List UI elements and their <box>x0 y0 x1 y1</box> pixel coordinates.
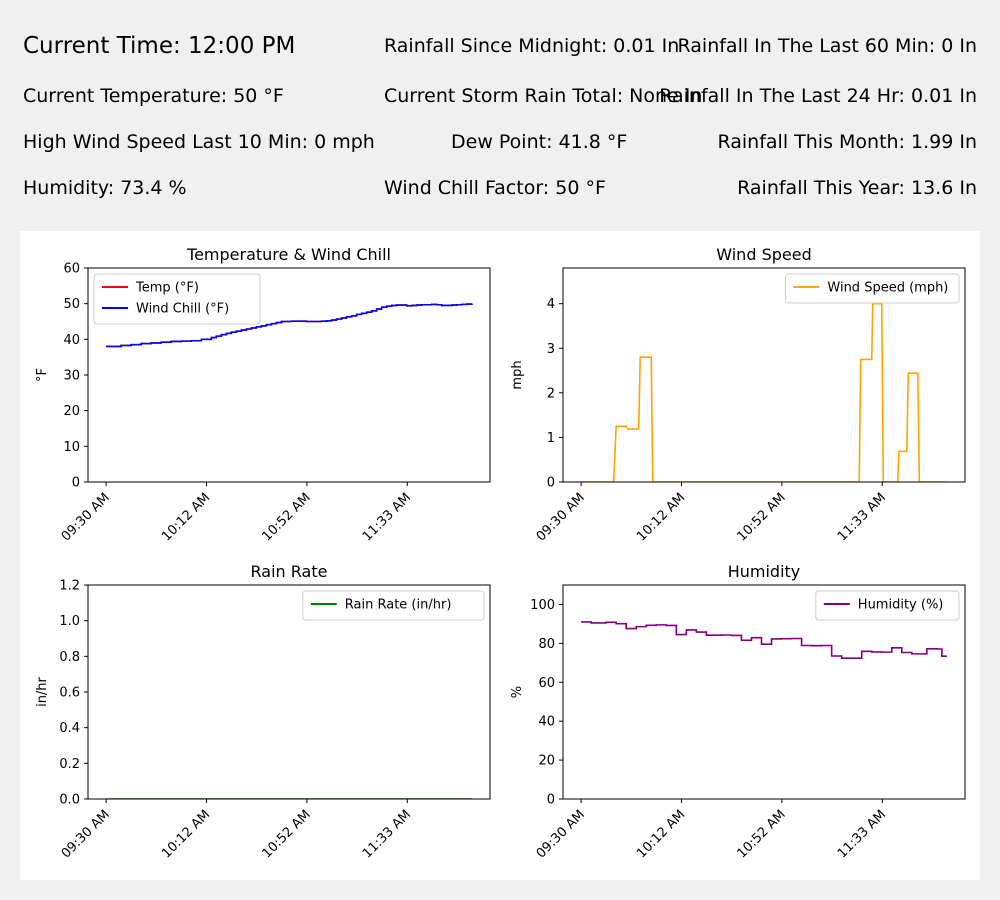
series-line-temp-1 <box>106 303 473 348</box>
axes-frame <box>562 267 966 483</box>
y-tick-label: 60 <box>538 676 555 691</box>
legend: Temp (°F) Wind Chill (°F) <box>93 273 261 325</box>
x-tick-label: 09:30 AM <box>59 490 113 544</box>
legend: Humidity (%) <box>815 590 960 621</box>
y-tick-label: 1.2 <box>59 579 80 594</box>
rainfall-last-24-hr: Rainfall In The Last 24 Hr: 0.01 In <box>659 85 977 107</box>
chart-humidity: Humidity 0 20 40 60 80 100 09:30 AM 10:12 AM 10:5… <box>510 562 966 861</box>
x-tick-label: 10:12 AM <box>159 807 213 861</box>
y-tick-label: 0.6 <box>59 686 80 701</box>
x-tick-label: 11:33 AM <box>360 807 414 861</box>
y-tick-label: 40 <box>538 715 555 730</box>
x-tick-label: 10:12 AM <box>634 490 688 544</box>
y-tick-label: 30 <box>63 369 80 384</box>
rainfall-this-year: Rainfall This Year: 13.6 In <box>737 177 977 199</box>
humidity-reading: Humidity: 73.4 % <box>23 177 187 199</box>
x-tick-label: 09:30 AM <box>59 807 113 861</box>
y-tick-label: 4 <box>547 297 555 312</box>
legend-label: Wind Speed (mph) <box>827 281 948 296</box>
dew-point: Dew Point: 41.8 °F <box>451 131 628 153</box>
y-tick-label: 20 <box>63 404 80 419</box>
legend-box <box>93 273 261 325</box>
x-tick-label: 10:52 AM <box>259 807 313 861</box>
y-axis-label: mph <box>510 360 525 389</box>
legend-box <box>815 590 960 621</box>
legend-box <box>302 590 485 621</box>
x-tick-label: 09:30 AM <box>534 807 588 861</box>
y-tick-label: 80 <box>538 637 555 652</box>
chart-title: Wind Speed <box>716 245 811 264</box>
y-tick-label: 0.8 <box>59 650 80 665</box>
series-line-humidity-0 <box>581 621 947 659</box>
rainfall-this-month: Rainfall This Month: 1.99 In <box>717 131 977 153</box>
legend: Wind Speed (mph) <box>784 273 960 304</box>
x-tick-label: 11:33 AM <box>835 807 889 861</box>
chart-title: Rain Rate <box>251 562 328 581</box>
legend-box <box>784 273 960 304</box>
y-tick-label: 20 <box>538 754 555 769</box>
axes-frame <box>562 584 966 800</box>
chart-wind: Wind Speed 0 1 2 3 4 09:30 AM 10:12 AM 10:52 AM 1… <box>510 245 966 544</box>
y-tick-label: 0.0 <box>59 793 80 808</box>
x-tick-label: 10:12 AM <box>159 490 213 544</box>
chart-title: Humidity <box>728 562 801 581</box>
storm-rain-total: Current Storm Rain Total: None In <box>384 85 703 107</box>
y-axis-label: °F <box>35 368 50 382</box>
legend: Rain Rate (in/hr) <box>302 590 485 621</box>
x-tick-label: 10:52 AM <box>734 807 788 861</box>
y-tick-label: 0.2 <box>59 757 80 772</box>
y-tick-label: 40 <box>63 333 80 348</box>
y-tick-label: 1 <box>547 431 555 446</box>
y-tick-label: 0.4 <box>59 721 80 736</box>
y-tick-label: 10 <box>63 440 80 455</box>
legend-label: Humidity (%) <box>858 598 944 613</box>
x-tick-label: 10:52 AM <box>734 490 788 544</box>
legend-label: Rain Rate (in/hr) <box>345 598 452 613</box>
y-tick-label: 0 <box>547 793 555 808</box>
current-temperature: Current Temperature: 50 °F <box>23 85 284 107</box>
y-axis-label: % <box>510 686 525 698</box>
y-tick-label: 0 <box>72 476 80 491</box>
x-tick-label: 10:52 AM <box>259 490 313 544</box>
x-tick-label: 11:33 AM <box>835 490 889 544</box>
y-tick-label: 0 <box>547 476 555 491</box>
charts-canvas: Temperature & Wind Chill010203040506009:… <box>35 245 966 861</box>
y-tick-label: 3 <box>547 342 555 357</box>
y-tick-label: 1.0 <box>59 614 80 629</box>
y-tick-label: 60 <box>63 262 80 277</box>
y-tick-label: 2 <box>547 386 555 401</box>
x-tick-label: 09:30 AM <box>534 490 588 544</box>
y-tick-label: 50 <box>63 297 80 312</box>
rainfall-last-60-min: Rainfall In The Last 60 Min: 0 In <box>677 35 977 57</box>
current-time: Current Time: 12:00 PM <box>23 33 296 59</box>
high-wind-speed: High Wind Speed Last 10 Min: 0 mph <box>23 131 375 153</box>
series-line-wind-0 <box>581 302 947 482</box>
y-tick-label: 100 <box>530 598 555 613</box>
chart-rain: Rain Rate 0.0 0.2 0.4 0.6 0.8 1.0 1.2 09:30 AM 10… <box>35 562 491 861</box>
x-tick-label: 11:33 AM <box>360 490 414 544</box>
charts-figure: Temperature & Wind Chill 0 10 20 30 40 50 60 09:… <box>20 231 980 880</box>
wind-chill-factor: Wind Chill Factor: 50 °F <box>384 177 606 199</box>
x-tick-label: 10:12 AM <box>634 807 688 861</box>
legend-label: Wind Chill (°F) <box>136 302 229 317</box>
rainfall-since-midnight: Rainfall Since Midnight: 0.01 In <box>384 35 680 57</box>
chart-temp: Temperature & Wind Chill 0 10 20 30 40 50 60 09:… <box>35 245 491 544</box>
y-axis-label: in/hr <box>35 676 50 706</box>
chart-title: Temperature & Wind Chill <box>186 245 391 264</box>
legend-label: Temp (°F) <box>135 281 199 296</box>
